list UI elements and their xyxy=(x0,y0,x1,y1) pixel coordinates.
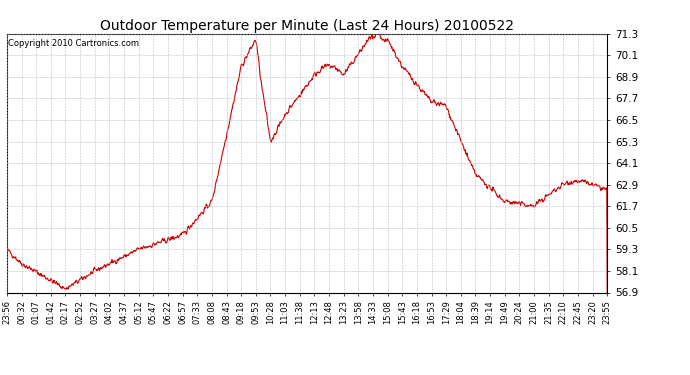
Text: Copyright 2010 Cartronics.com: Copyright 2010 Cartronics.com xyxy=(8,39,139,48)
Title: Outdoor Temperature per Minute (Last 24 Hours) 20100522: Outdoor Temperature per Minute (Last 24 … xyxy=(100,19,514,33)
